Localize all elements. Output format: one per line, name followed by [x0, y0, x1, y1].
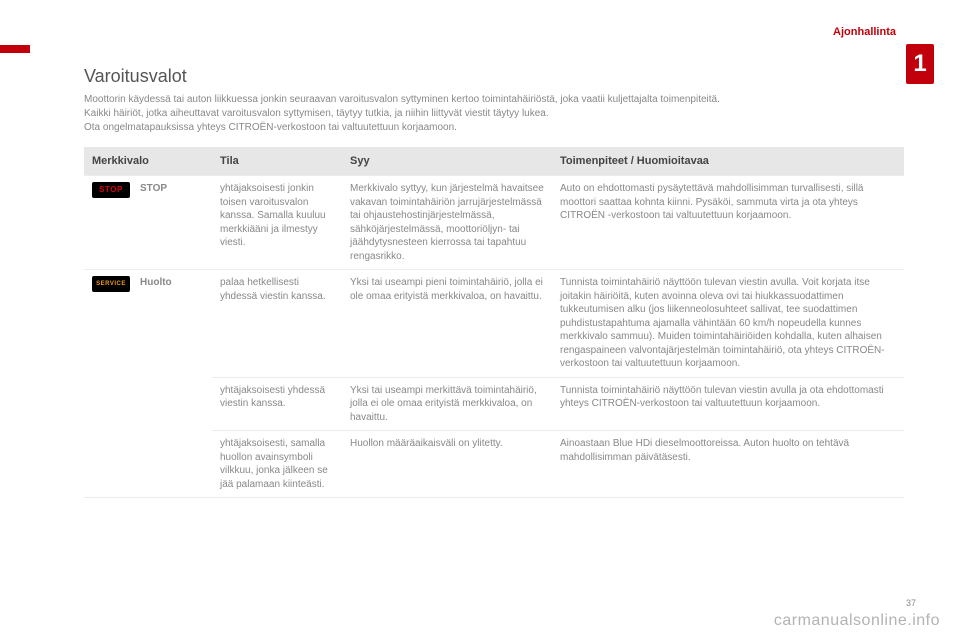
table-header-row: Merkkivalo Tila Syy Toimenpiteet / Huomi… — [84, 147, 904, 176]
chapter-badge: 1 — [906, 44, 934, 84]
toim-cell: Ainoastaan Blue HDi dieselmoottoreissa. … — [552, 431, 904, 498]
page-number: 37 — [906, 598, 916, 608]
page-title: Varoitusvalot — [84, 66, 904, 87]
toim-cell: Auto on ehdottomasti pysäytettävä mahdol… — [552, 176, 904, 270]
service-indicator-icon: SERVICE — [92, 276, 130, 292]
col-tila: Tila — [212, 147, 342, 176]
syy-cell: Yksi tai useampi merkittävä toimintahäir… — [342, 377, 552, 431]
tila-cell: palaa hetkellisesti yhdessä viestin kans… — [212, 270, 342, 378]
col-syy: Syy — [342, 147, 552, 176]
indicator-cell: SERVICE — [84, 270, 132, 498]
syy-cell: Huollon määräaikaisväli on ylitetty. — [342, 431, 552, 498]
table-row: STOP STOP yhtäjaksoisesti jonkin toisen … — [84, 176, 904, 270]
intro-text: Moottorin käydessä tai auton liikkuessa … — [84, 93, 844, 135]
chapter-number: 1 — [906, 44, 934, 84]
watermark: carmanualsonline.info — [774, 612, 940, 630]
section-label: Ajonhallinta — [833, 26, 896, 38]
syy-cell: Yksi tai useampi pieni toimintahäiriö, j… — [342, 270, 552, 378]
toim-cell: Tunnista toimintahäiriö näyttöön tulevan… — [552, 270, 904, 378]
col-toim: Toimenpiteet / Huomioitavaa — [552, 147, 904, 176]
stop-indicator-icon: STOP — [92, 182, 130, 198]
intro-line: Kaikki häiriöt, jotka aiheuttavat varoit… — [84, 108, 549, 119]
toim-cell: Tunnista toimintahäiriö näyttöön tulevan… — [552, 377, 904, 431]
page: Ajonhallinta 1 Varoitusvalot Moottorin k… — [0, 0, 960, 640]
syy-cell: Merkkivalo syttyy, kun järjestelmä havai… — [342, 176, 552, 270]
tila-cell: yhtäjaksoisesti jonkin toisen varoitusva… — [212, 176, 342, 270]
left-red-tab — [0, 45, 30, 53]
indicator-name: STOP — [132, 176, 212, 270]
table-row: SERVICE Huolto palaa hetkellisesti yhdes… — [84, 270, 904, 378]
tila-cell: yhtäjaksoisesti, samalla huollon avainsy… — [212, 431, 342, 498]
warning-table: Merkkivalo Tila Syy Toimenpiteet / Huomi… — [84, 147, 904, 498]
intro-line: Moottorin käydessä tai auton liikkuessa … — [84, 94, 720, 105]
intro-line: Ota ongelmatapauksissa yhteys CITROËN-ve… — [84, 122, 457, 133]
indicator-name: Huolto — [132, 270, 212, 498]
col-merkkivalo: Merkkivalo — [84, 147, 212, 176]
tila-cell: yhtäjaksoisesti yhdessä viestin kanssa. — [212, 377, 342, 431]
indicator-cell: STOP — [84, 176, 132, 270]
